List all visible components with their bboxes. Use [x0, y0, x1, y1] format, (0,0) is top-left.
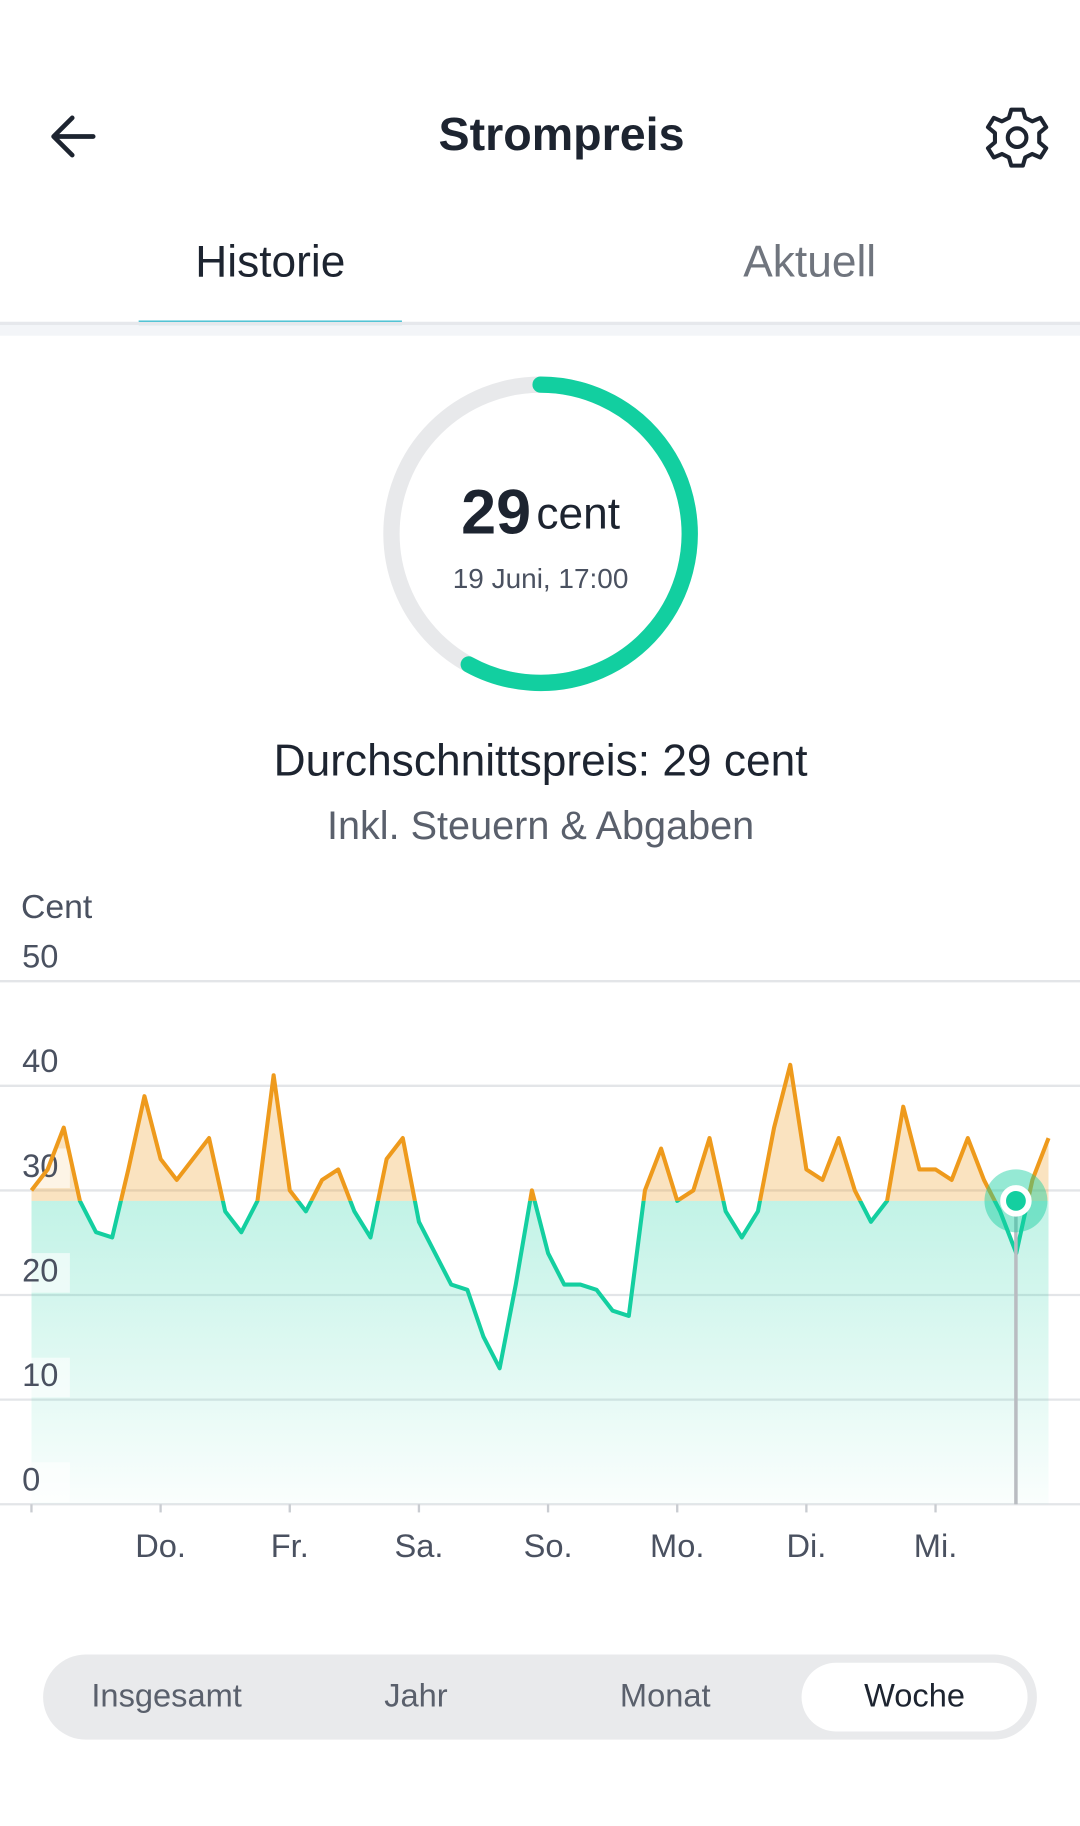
average-label: Durchschnittspreis:: [274, 736, 650, 785]
tab[interactable]: Aktuell: [743, 237, 876, 286]
gauge-timestamp: 19 Juni, 17:00: [453, 563, 629, 594]
y-tick-label-bg: [18, 1253, 70, 1293]
average-price: Durchschnittspreis: 29 cent: [274, 736, 808, 785]
y-tick-label: 0: [22, 1461, 40, 1498]
x-tick-label: Sa.: [394, 1527, 443, 1564]
x-tick-label: Fr.: [271, 1527, 309, 1564]
y-tick-label-bg: [18, 1462, 70, 1502]
x-tick-label: So.: [524, 1527, 573, 1564]
y-axis-label: Cent: [21, 888, 93, 926]
page-title: Strompreis: [439, 108, 685, 160]
period-option[interactable]: Woche: [864, 1676, 965, 1713]
tab-shadow: [0, 325, 1080, 336]
tax-note: Inkl. Steuern & Abgaben: [327, 804, 754, 848]
gauge-arc: [460, 376, 698, 691]
average-value: 29: [662, 736, 711, 785]
price-line-above: [29, 1062, 1051, 1201]
gauge-value: 29 cent: [461, 477, 620, 547]
period-option[interactable]: Insgesamt: [91, 1676, 241, 1713]
period-option[interactable]: Jahr: [384, 1676, 448, 1713]
marker: [1000, 1185, 1032, 1217]
period-option[interactable]: Monat: [620, 1676, 711, 1713]
y-tick-label: 20: [22, 1251, 58, 1288]
settings-button[interactable]: [985, 107, 1049, 168]
tab-divider: [0, 321, 1080, 326]
x-tick-label: Mi.: [914, 1527, 957, 1564]
average-unit: cent: [724, 736, 808, 785]
y-tick-label: 50: [22, 938, 58, 975]
x-tick-label: Di.: [786, 1527, 826, 1564]
y-tick-label-bg: [18, 939, 70, 979]
gauge-number: 29: [461, 477, 531, 547]
y-tick-label-bg: [18, 1148, 70, 1189]
y-tick-label-bg: [18, 1357, 70, 1398]
y-tick-label-bg: [18, 1043, 70, 1084]
back-button[interactable]: [51, 115, 96, 158]
period-selector: [43, 1654, 1037, 1740]
y-tick-label: 40: [22, 1042, 58, 1079]
x-tick-label: Do.: [135, 1527, 186, 1564]
x-tick-label: Mo.: [650, 1527, 704, 1564]
tab[interactable]: Historie: [195, 237, 345, 286]
period-selected: [801, 1662, 1028, 1732]
y-tick-label: 10: [22, 1356, 58, 1393]
gauge-unit: cent: [536, 489, 620, 538]
area-below: [31, 1200, 1049, 1505]
price-line-below: [77, 1200, 1030, 1371]
